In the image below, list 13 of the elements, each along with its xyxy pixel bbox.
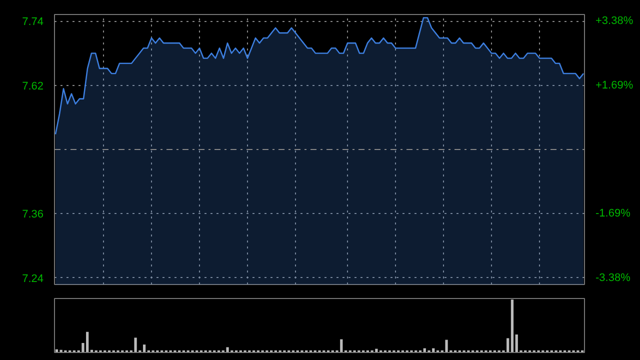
y-tick-label: 7.36 xyxy=(22,208,44,221)
y2-tick-label: -3.38% xyxy=(596,272,631,284)
bar xyxy=(134,338,137,352)
y-tick-label: 7.74 xyxy=(22,16,44,28)
bar xyxy=(445,340,448,352)
y2-tick-label: +3.38% xyxy=(596,15,634,28)
bar xyxy=(142,344,146,352)
y2-tick-label: +1.69% xyxy=(596,79,634,92)
y2-tick-label: -1.69% xyxy=(596,208,631,220)
bar xyxy=(226,347,229,352)
bar xyxy=(510,300,514,352)
y-tick-label: 7.62 xyxy=(22,80,44,92)
y-tick-label: 7.24 xyxy=(22,272,44,285)
